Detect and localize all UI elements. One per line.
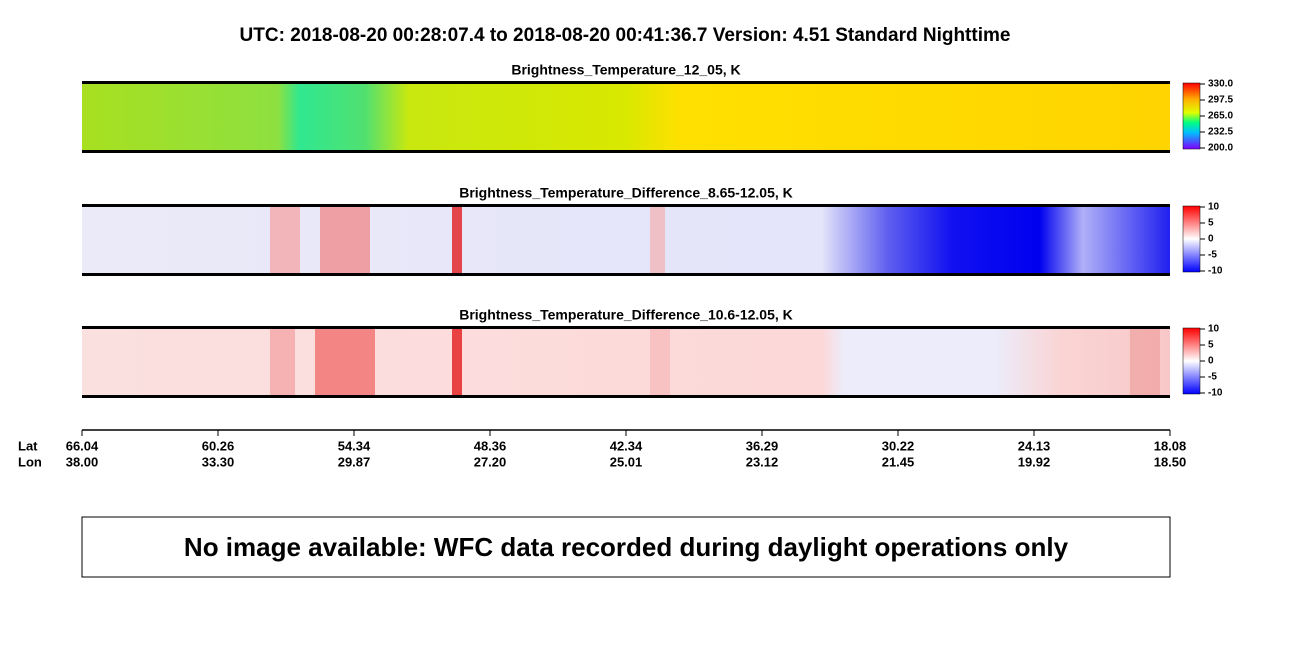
- panel-streak: [650, 206, 665, 274]
- lon-value: 29.87: [338, 454, 371, 469]
- panel-streak: [270, 206, 300, 274]
- message-box: [81, 516, 1171, 578]
- colorbar-label: 0: [1208, 356, 1214, 367]
- colorbar: [1182, 205, 1201, 273]
- colorbar-label: -5: [1208, 372, 1217, 383]
- colorbar-label: -10: [1208, 388, 1223, 399]
- colorbar-label: 265.0: [1208, 111, 1233, 122]
- colorbar-label: 0: [1208, 234, 1214, 245]
- colorbar-label: 5: [1208, 340, 1214, 351]
- lat-value: 24.13: [1018, 438, 1051, 453]
- lon-value: 38.00: [66, 454, 99, 469]
- lat-value: 60.26: [202, 438, 235, 453]
- lon-value: 23.12: [746, 454, 779, 469]
- colorbar-label: 10: [1208, 202, 1220, 213]
- colorbar: [1182, 82, 1201, 150]
- lat-value: 36.29: [746, 438, 779, 453]
- lon-value: 21.45: [882, 454, 915, 469]
- panel-streak: [452, 206, 462, 274]
- panel-title: Brightness_Temperature_12_05, K: [511, 62, 740, 78]
- colorbar-label: 232.5: [1208, 127, 1233, 138]
- lat-value: 54.34: [338, 438, 371, 453]
- panel-streak: [452, 328, 462, 396]
- panel-streak: [315, 328, 375, 396]
- panel-border-bottom: [82, 273, 1170, 276]
- lat-value: 48.36: [474, 438, 507, 453]
- lat-value: 18.08: [1154, 438, 1187, 453]
- panel-streak: [650, 328, 670, 396]
- message: No image available: WFC data recorded du…: [184, 532, 1069, 562]
- title: UTC: 2018-08-20 00:28:07.4 to 2018-08-20…: [240, 25, 1011, 46]
- lon-label: Lon: [18, 454, 42, 469]
- colorbar-label: 5: [1208, 218, 1214, 229]
- colorbar-label: 297.5: [1208, 95, 1233, 106]
- colorbar-label: 10: [1208, 324, 1220, 335]
- colorbar-label: -5: [1208, 250, 1217, 261]
- panel-streak: [1130, 328, 1160, 396]
- colorbar-label: 200.0: [1208, 143, 1233, 154]
- lon-value: 33.30: [202, 454, 235, 469]
- lon-value: 25.01: [610, 454, 643, 469]
- panel-streak: [270, 328, 295, 396]
- panel-border-top: [82, 204, 1170, 207]
- lon-value: 18.50: [1154, 454, 1187, 469]
- colorbar-label: -10: [1208, 266, 1223, 277]
- panel-streak: [320, 206, 370, 274]
- lon-value: 19.92: [1018, 454, 1051, 469]
- lon-value: 27.20: [474, 454, 507, 469]
- panel-border-bottom: [82, 395, 1170, 398]
- panel-border-bottom: [82, 150, 1170, 153]
- panel-border-top: [82, 326, 1170, 329]
- panel-image: [82, 328, 1170, 396]
- colorbar: [1182, 327, 1201, 395]
- panel-image: [82, 206, 1170, 274]
- panel-title: Brightness_Temperature_Difference_8.65-1…: [459, 185, 793, 201]
- panel-border-top: [82, 81, 1170, 84]
- lat-label: Lat: [18, 438, 38, 453]
- lat-value: 30.22: [882, 438, 915, 453]
- panel-title: Brightness_Temperature_Difference_10.6-1…: [459, 307, 793, 323]
- lat-value: 42.34: [610, 438, 643, 453]
- colorbar-label: 330.0: [1208, 79, 1233, 90]
- lat-value: 66.04: [66, 438, 99, 453]
- panel-image: [82, 83, 1170, 151]
